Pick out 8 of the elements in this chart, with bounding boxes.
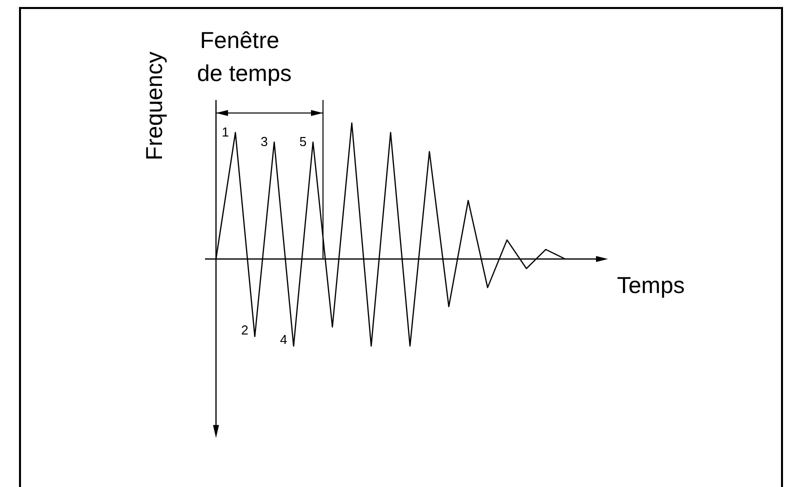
annotation: 5	[299, 134, 307, 150]
y-axis-title: Frequency	[141, 51, 167, 160]
annotation: 2	[241, 322, 248, 338]
x-axis-title: Temps	[617, 272, 685, 298]
annotation: 3	[260, 134, 268, 150]
annotation: 4	[280, 332, 288, 348]
annotation: 1	[222, 124, 230, 140]
text: Fenêtre de temps	[197, 27, 292, 86]
